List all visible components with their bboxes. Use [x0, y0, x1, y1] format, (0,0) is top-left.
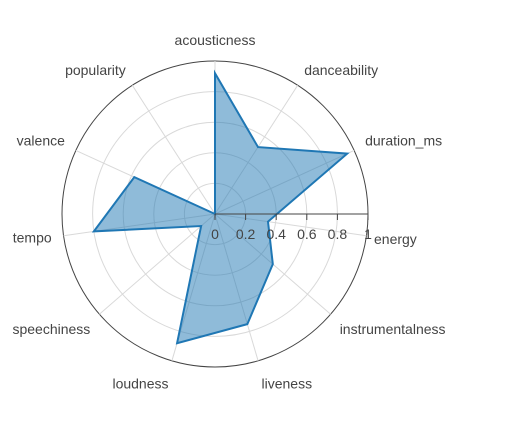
radial-tick-label: 0.4: [266, 226, 286, 242]
radial-axis: 0 0.2 0.4 0.6 0.8 1: [211, 213, 372, 242]
category-labels: acousticness danceability duration_msenerg…: [12, 32, 445, 391]
spoke-line: [99, 213, 216, 315]
category-label-tempo: tempo: [13, 229, 52, 245]
radial-tick-label: 0: [211, 226, 219, 242]
category-label-liveness: liveness: [261, 375, 312, 391]
category-label-popularity: popularity: [65, 62, 126, 78]
series-polygon: [91, 69, 350, 345]
category-label-valence: valence: [17, 132, 65, 148]
series-layer: [91, 69, 350, 345]
radial-tick-label: 0.6: [297, 226, 317, 242]
category-label-duration-ms: duration_ms: [365, 132, 442, 148]
category-label-speechiness: speechiness: [12, 321, 90, 337]
category-label-loudness: loudness: [112, 375, 168, 391]
radial-tick-label: 0.8: [328, 226, 348, 242]
radial-tick-label: 0.2: [236, 226, 256, 242]
category-label-danceability: danceability: [304, 62, 378, 78]
category-label-instrumentalness: instrumentalness: [340, 321, 446, 337]
radial-tick-label: 1: [364, 226, 372, 242]
spoke-line: [131, 85, 216, 215]
category-label-energy: energy: [374, 231, 417, 247]
category-label-acousticness: acousticness: [175, 32, 256, 48]
